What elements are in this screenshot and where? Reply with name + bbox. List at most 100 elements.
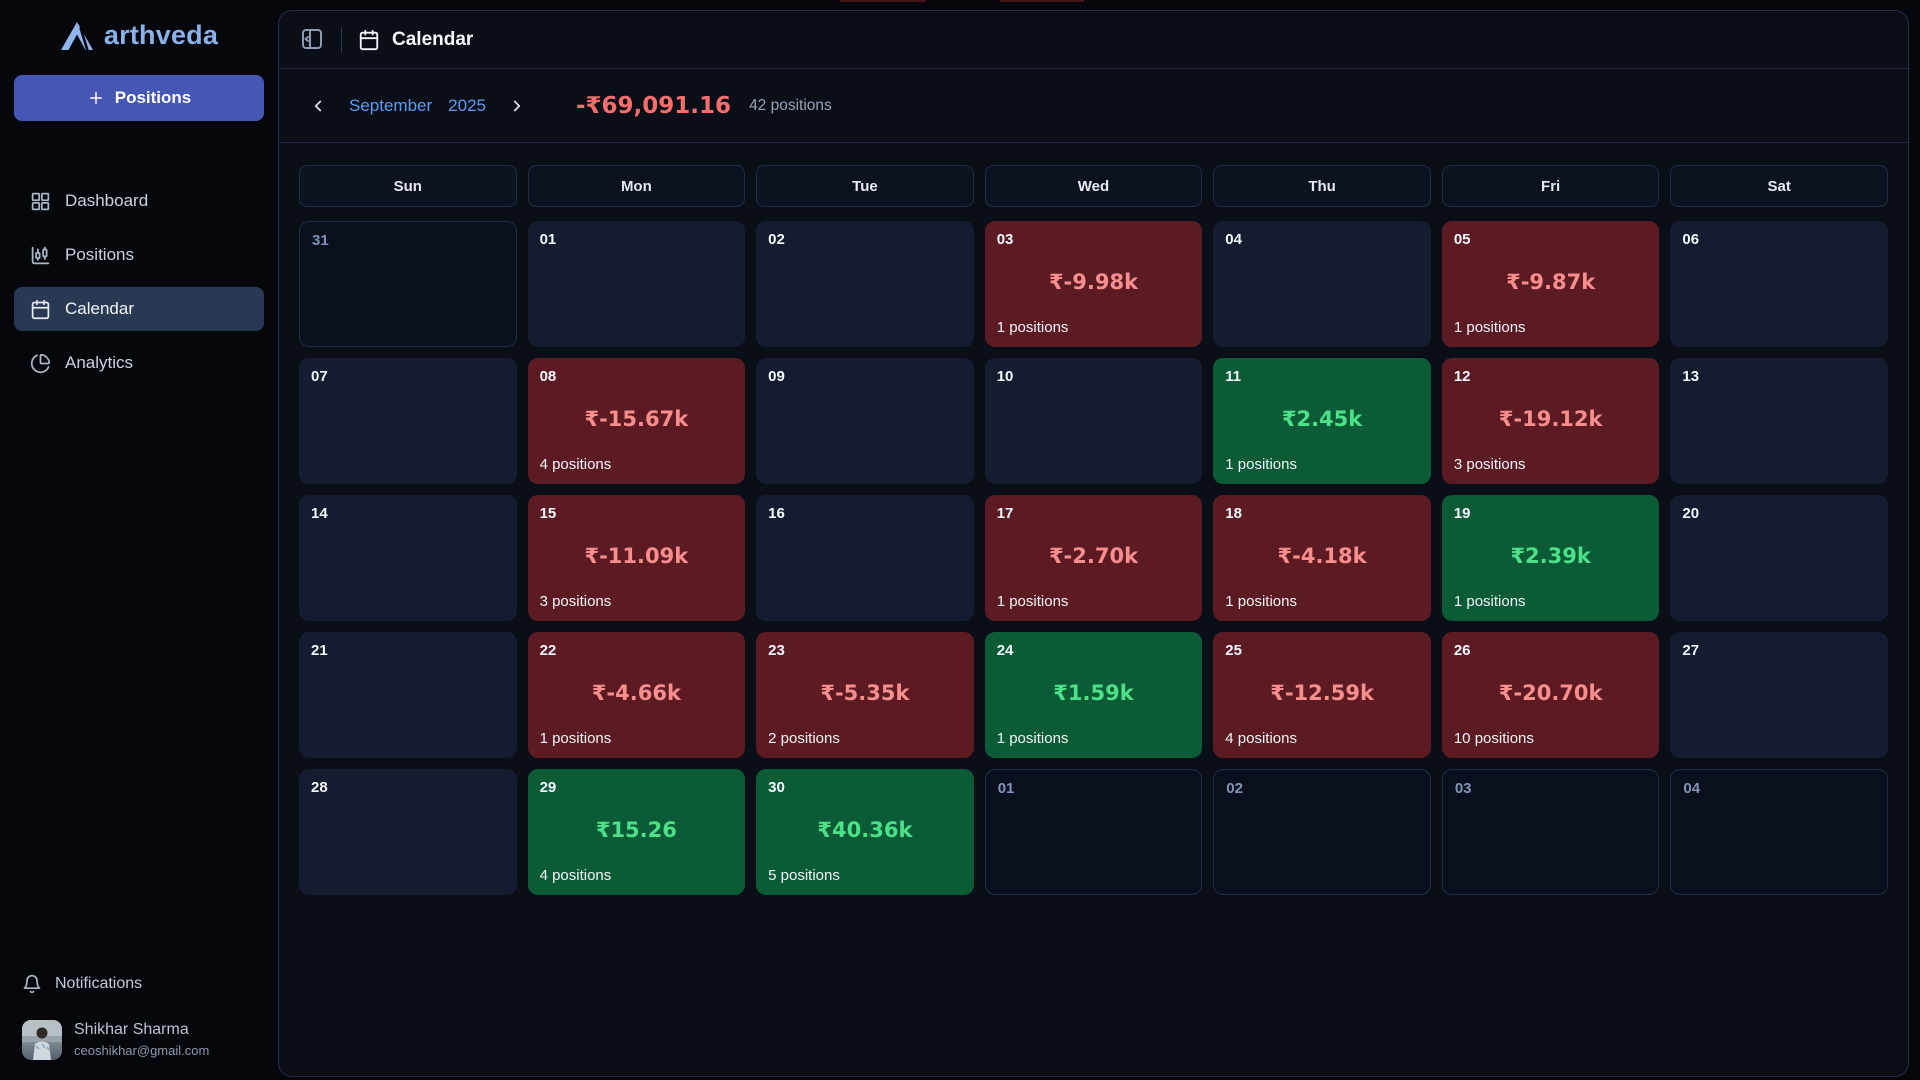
- day-pnl-value: ₹-11.09k: [584, 544, 689, 569]
- calendar-day-cell[interactable]: 16: [756, 495, 974, 621]
- day-number: 06: [1682, 231, 1700, 248]
- calendar-day-cell[interactable]: 09: [756, 358, 974, 484]
- day-number: 02: [1226, 780, 1243, 797]
- day-number: 04: [1225, 231, 1242, 248]
- calendar-day-cell: 03: [1441, 769, 1660, 895]
- weekday-header-row: Sun Mon Tue Wed Thu Fri Sat: [299, 165, 1888, 207]
- calendar-day-cell[interactable]: 25 ₹-12.59k 4 positions: [1213, 632, 1431, 758]
- year-select[interactable]: 2025: [448, 95, 486, 115]
- day-number: 02: [768, 231, 785, 248]
- calendar-day-cell[interactable]: 28: [299, 769, 517, 895]
- day-pnl-value: ₹-20.70k: [1498, 681, 1603, 706]
- add-positions-button[interactable]: Positions: [14, 75, 264, 121]
- day-positions-count: 5 positions: [768, 867, 840, 884]
- calendar-day-cell[interactable]: 13: [1670, 358, 1888, 484]
- calendar-day-cell[interactable]: 26 ₹-20.70k 10 positions: [1441, 632, 1660, 758]
- add-positions-label: Positions: [114, 88, 192, 107]
- sidebar-item-dashboard[interactable]: Dashboard: [14, 179, 264, 223]
- calendar-day-cell[interactable]: 15 ₹-11.09k 3 positions: [527, 495, 746, 621]
- candlestick-chart-icon: [31, 246, 50, 264]
- day-number: 11: [1225, 368, 1242, 385]
- calendar-day-cell[interactable]: 17 ₹-2.70k 1 positions: [984, 495, 1203, 621]
- notifications-label: Notifications: [55, 975, 143, 992]
- weekday-header: Sun: [299, 165, 517, 207]
- app-logo-text: arthveda: [103, 20, 219, 50]
- calendar-day-cell[interactable]: 20: [1670, 495, 1888, 621]
- day-number: 10: [996, 368, 1014, 385]
- calendar-day-cell[interactable]: 23 ₹-5.35k 2 positions: [756, 632, 974, 758]
- main-panel: Calendar September 2025 -₹69,091.16 42 p…: [278, 10, 1909, 1077]
- day-number: 23: [768, 642, 785, 659]
- day-number: 01: [539, 231, 557, 248]
- calendar-day-cell[interactable]: 06: [1670, 221, 1888, 347]
- day-positions-count: 2 positions: [768, 730, 840, 747]
- calendar-day-cell[interactable]: 24 ₹1.59k 1 positions: [984, 632, 1203, 758]
- calendar-day-cell[interactable]: 30 ₹40.36k 5 positions: [756, 769, 974, 895]
- day-positions-count: 1 positions: [996, 319, 1069, 336]
- calendar: Sun Mon Tue Wed Thu Fri Sat 31 01 02 03 ₹-9.98k 1 p…: [279, 143, 1908, 917]
- day-number: 29: [539, 779, 557, 796]
- sidebar-item-positions[interactable]: Positions: [14, 233, 264, 277]
- day-number: 03: [996, 231, 1014, 248]
- day-number: 27: [1682, 642, 1700, 659]
- calendar-day-cell[interactable]: 10: [984, 358, 1203, 484]
- day-pnl-value: ₹-2.70k: [1048, 544, 1139, 569]
- dashboard-grid-icon: [31, 192, 50, 210]
- day-positions-count: 1 positions: [539, 730, 612, 747]
- calendar-day-cell[interactable]: 07: [299, 358, 517, 484]
- next-month-button[interactable]: [500, 89, 534, 123]
- day-pnl-value: ₹2.39k: [1510, 544, 1591, 569]
- sidebar-item-analytics[interactable]: Analytics: [14, 341, 264, 385]
- day-number: 07: [311, 368, 328, 385]
- day-positions-count: 3 positions: [1453, 456, 1526, 473]
- day-number: 12: [1453, 368, 1471, 385]
- calendar-day-cell[interactable]: 29 ₹15.26 4 positions: [527, 769, 746, 895]
- calendar-day-cell[interactable]: 02: [756, 221, 974, 347]
- user-menu[interactable]: Shikhar Sharma ceoshikhar@gmail.com: [22, 1020, 256, 1060]
- calendar-day-cell[interactable]: 22 ₹-4.66k 1 positions: [527, 632, 746, 758]
- pie-chart-icon: [30, 353, 51, 373]
- notifications-button[interactable]: Notifications: [22, 974, 256, 994]
- day-positions-count: 4 positions: [539, 867, 612, 884]
- calendar-day-cell[interactable]: 14: [299, 495, 517, 621]
- previous-month-button[interactable]: [301, 89, 335, 123]
- calendar-day-cell[interactable]: 12 ₹-19.12k 3 positions: [1441, 358, 1660, 484]
- monthly-positions-count: 42 positions: [749, 96, 832, 114]
- day-pnl-value: ₹-12.59k: [1270, 681, 1374, 706]
- day-pnl-value: ₹-4.18k: [1277, 544, 1367, 569]
- day-number: 28: [311, 779, 328, 796]
- day-pnl-value: ₹1.59k: [1053, 681, 1134, 706]
- weekday-header: Tue: [756, 165, 974, 207]
- day-number: 24: [996, 642, 1014, 659]
- day-number: 01: [997, 780, 1015, 797]
- calendar-day-cell[interactable]: 04: [1213, 221, 1431, 347]
- day-positions-count: 1 positions: [1225, 593, 1297, 610]
- calendar-day-cell: 01: [984, 769, 1203, 895]
- calendar-day-cell[interactable]: 03 ₹-9.98k 1 positions: [984, 221, 1203, 347]
- calendar-day-cell[interactable]: 19 ₹2.39k 1 positions: [1441, 495, 1660, 621]
- month-select[interactable]: September: [349, 95, 433, 115]
- calendar-day-cell: 04: [1670, 769, 1888, 895]
- app-logo[interactable]: arthveda: [14, 20, 264, 51]
- chevron-right-icon: [513, 100, 521, 111]
- weekday-header: Thu: [1213, 165, 1431, 207]
- clipped-top-artifact: [840, 0, 926, 2]
- calendar-day-cell[interactable]: 01: [527, 221, 746, 347]
- sidebar-collapse-button[interactable]: [299, 27, 325, 53]
- calendar-day-cell[interactable]: 11 ₹2.45k 1 positions: [1213, 358, 1431, 484]
- day-number: 09: [768, 368, 785, 385]
- day-number: 21: [311, 642, 328, 659]
- calendar-day-cell[interactable]: 05 ₹-9.87k 1 positions: [1441, 221, 1660, 347]
- calendar-day-cell[interactable]: 08 ₹-15.67k 4 positions: [527, 358, 746, 484]
- calendar-day-cell[interactable]: 27: [1670, 632, 1888, 758]
- panel-left-close-icon: [302, 28, 322, 49]
- day-number: 25: [1225, 642, 1242, 659]
- day-number: 15: [539, 505, 557, 522]
- day-pnl-value: ₹-9.98k: [1048, 270, 1139, 295]
- day-number: 14: [311, 505, 328, 522]
- sidebar-item-calendar[interactable]: Calendar: [14, 287, 264, 331]
- user-meta: Shikhar Sharma ceoshikhar@gmail.com: [74, 1021, 209, 1058]
- arthveda-logo-icon: [60, 21, 93, 51]
- calendar-day-cell[interactable]: 18 ₹-4.18k 1 positions: [1213, 495, 1431, 621]
- calendar-day-cell[interactable]: 21: [299, 632, 517, 758]
